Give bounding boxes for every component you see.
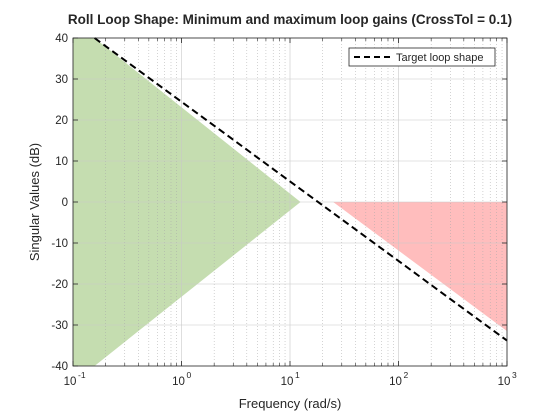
x-tick-exponent: 1 (295, 370, 300, 380)
minor-grid (105, 38, 503, 366)
legend-label: Target loop shape (396, 52, 483, 64)
x-tick-label: 10 (281, 376, 294, 388)
x-tick-label: 10 (498, 376, 511, 388)
series-lines (93, 37, 508, 342)
y-tick-label: -10 (51, 238, 68, 250)
y-axis-label: Singular Values (dB) (27, 143, 42, 261)
x-tick-label: 10 (389, 376, 402, 388)
x-tick-exponent: 0 (187, 370, 192, 380)
x-axis-label: Frequency (rad/s) (239, 396, 342, 411)
target-loop-shape-line (93, 37, 508, 342)
x-tick-exponent: 3 (512, 370, 517, 380)
y-tick-label: -20 (51, 279, 68, 291)
y-tick-label: -40 (51, 361, 68, 373)
y-tick-label: -30 (51, 320, 68, 332)
chart-title: Roll Loop Shape: Minimum and maximum loo… (68, 12, 512, 27)
y-tick-label: 10 (55, 156, 68, 168)
legend-box (348, 47, 496, 67)
plot-area (72, 37, 508, 367)
axis-ticks (72, 37, 508, 367)
x-tick-label: 10 (172, 376, 185, 388)
y-tick-labels: -40 -30 -20 -10 0 10 20 30 40 (51, 33, 68, 373)
y-tick-label: 0 (62, 197, 68, 209)
x-tick-exponent: -1 (78, 370, 86, 380)
y-tick-label: 20 (55, 115, 68, 127)
maximum-gain-region (333, 202, 507, 332)
legend: Target loop shape (348, 47, 496, 67)
x-tick-exponent: 2 (404, 370, 409, 380)
y-tick-label: 40 (55, 33, 68, 45)
y-tick-label: 30 (55, 74, 68, 86)
x-tick-label: 10 (64, 376, 77, 388)
